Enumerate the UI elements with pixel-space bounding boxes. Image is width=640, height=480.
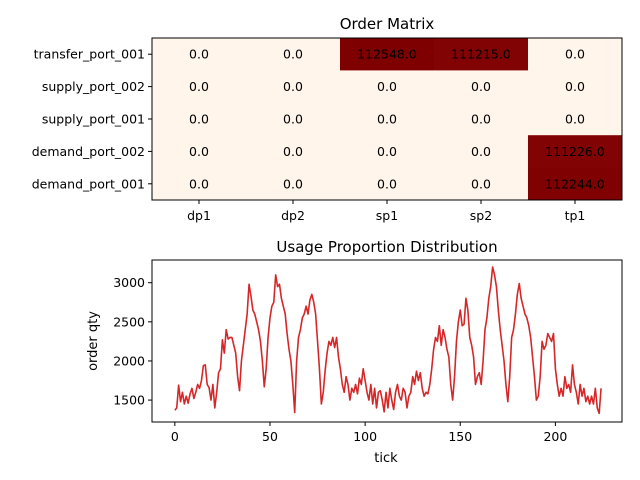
heatmap-cell [152, 167, 247, 201]
heatmap-x-tick-label: dp1 [187, 208, 211, 223]
heatmap-cell [152, 38, 247, 71]
heatmap-cell-value: 0.0 [189, 79, 209, 94]
usage-proportion-line-chart: Usage Proportion Distribution 1500200025… [86, 238, 623, 466]
heatmap-cell-value: 0.0 [471, 79, 491, 94]
heatmap-cell-value: 111226.0 [545, 144, 605, 159]
heatmap-cell-value: 0.0 [377, 176, 397, 191]
heatmap-cell-value: 0.0 [189, 176, 209, 191]
heatmap-y-tick-label: demand_port_002 [32, 144, 145, 159]
heatmap-cell-value: 0.0 [283, 47, 303, 62]
heatmap-x-tick-label: sp2 [470, 208, 492, 223]
heatmap-cell-value: 0.0 [283, 79, 303, 94]
heatmap-cell-value: 111215.0 [451, 47, 511, 62]
heatmap-y-tick-label: transfer_port_001 [34, 47, 145, 62]
heatmap-x-tick-label: sp1 [376, 208, 398, 223]
heatmap-cells [152, 38, 623, 201]
heatmap-cell [246, 135, 341, 169]
line-chart-y-ticks: 1500 2000 2500 3000 [113, 275, 152, 408]
heatmap-x-tick-label: tp1 [565, 208, 586, 223]
heatmap-cell-value: 112244.0 [545, 176, 605, 191]
heatmap-cell-value: 0.0 [189, 47, 209, 62]
heatmap-cell [246, 102, 341, 136]
heatmap-cell [246, 38, 341, 71]
heatmap-cell [340, 38, 435, 71]
heatmap-cell [246, 70, 341, 104]
line-chart-x-tick-label: 150 [448, 429, 472, 444]
heatmap-cell [340, 102, 435, 136]
heatmap-cell-value: 0.0 [565, 79, 585, 94]
heatmap-cell-value: 0.0 [377, 79, 397, 94]
heatmap-cell [340, 167, 435, 201]
line-chart-x-tick-label: 0 [171, 429, 179, 444]
line-chart-x-tick-label: 200 [543, 429, 567, 444]
line-chart-y-tick-label: 2000 [113, 353, 145, 368]
heatmap-x-ticks: dp1 dp2 sp1 sp2 tp1 [187, 200, 585, 223]
heatmap-cell [340, 135, 435, 169]
heatmap-cell [528, 70, 623, 104]
heatmap-cell-value: 0.0 [377, 144, 397, 159]
heatmap-cell [340, 70, 435, 104]
heatmap-cell-value: 0.0 [471, 144, 491, 159]
line-chart-y-tick-label: 2500 [113, 314, 145, 329]
heatmap-cell-value: 0.0 [283, 176, 303, 191]
line-chart-title: Usage Proportion Distribution [276, 238, 497, 256]
line-chart-y-tick-label: 3000 [113, 275, 145, 290]
order-matrix-heatmap: Order Matrix 0.0 0.0 112548.0 111215.0 0.00.… [32, 15, 623, 223]
heatmap-cell [528, 38, 623, 71]
heatmap-cell [246, 167, 341, 201]
line-chart-frame [151, 259, 623, 423]
heatmap-cell-value: 0.0 [189, 112, 209, 127]
heatmap-cell [152, 70, 247, 104]
heatmap-x-tick-label: dp2 [281, 208, 305, 223]
y-axis-label: order qty [86, 311, 101, 371]
heatmap-cell-value: 0.0 [471, 112, 491, 127]
line-chart-x-ticks: 0 50 100 150 200 [171, 422, 567, 444]
heatmap-cell [528, 102, 623, 136]
heatmap-cell [152, 135, 247, 169]
heatmap-cell-value: 0.0 [565, 112, 585, 127]
line-chart-x-tick-label: 100 [353, 429, 377, 444]
heatmap-cell [434, 38, 529, 71]
heatmap-cell-value: 112548.0 [357, 47, 417, 62]
heatmap-cell-value: 0.0 [377, 112, 397, 127]
heatmap-cell-value: 0.0 [283, 112, 303, 127]
heatmap-frame [151, 37, 623, 201]
heatmap-title: Order Matrix [340, 15, 435, 33]
heatmap-cell [434, 135, 529, 169]
line-chart-y-tick-label: 1500 [113, 393, 145, 408]
heatmap-cell [528, 135, 623, 169]
heatmap-cell-value: 0.0 [189, 144, 209, 159]
heatmap-y-tick-label: supply_port_001 [42, 112, 145, 127]
heatmap-y-tick-label: demand_port_001 [32, 176, 145, 191]
heatmap-cell [528, 167, 623, 201]
heatmap-y-tick-label: supply_port_002 [42, 79, 145, 94]
x-axis-label: tick [374, 451, 398, 466]
heatmap-cell [434, 167, 529, 201]
heatmap-y-ticks: transfer_port_001 supply_port_002 supply_p… [32, 47, 152, 191]
heatmap-cell [152, 102, 247, 136]
heatmap-value-labels: 0.0 0.0 112548.0 111215.0 0.0 0.0 0.0 0.0 0.0 0.0… [189, 47, 605, 192]
heatmap-cell-value: 0.0 [283, 144, 303, 159]
heatmap-cell-value: 0.0 [565, 47, 585, 62]
heatmap-cell [434, 102, 529, 136]
heatmap-cell-value: 0.0 [471, 176, 491, 191]
order-qty-series-line [174, 266, 602, 415]
line-chart-x-tick-label: 50 [262, 429, 278, 444]
heatmap-cell [434, 70, 529, 104]
